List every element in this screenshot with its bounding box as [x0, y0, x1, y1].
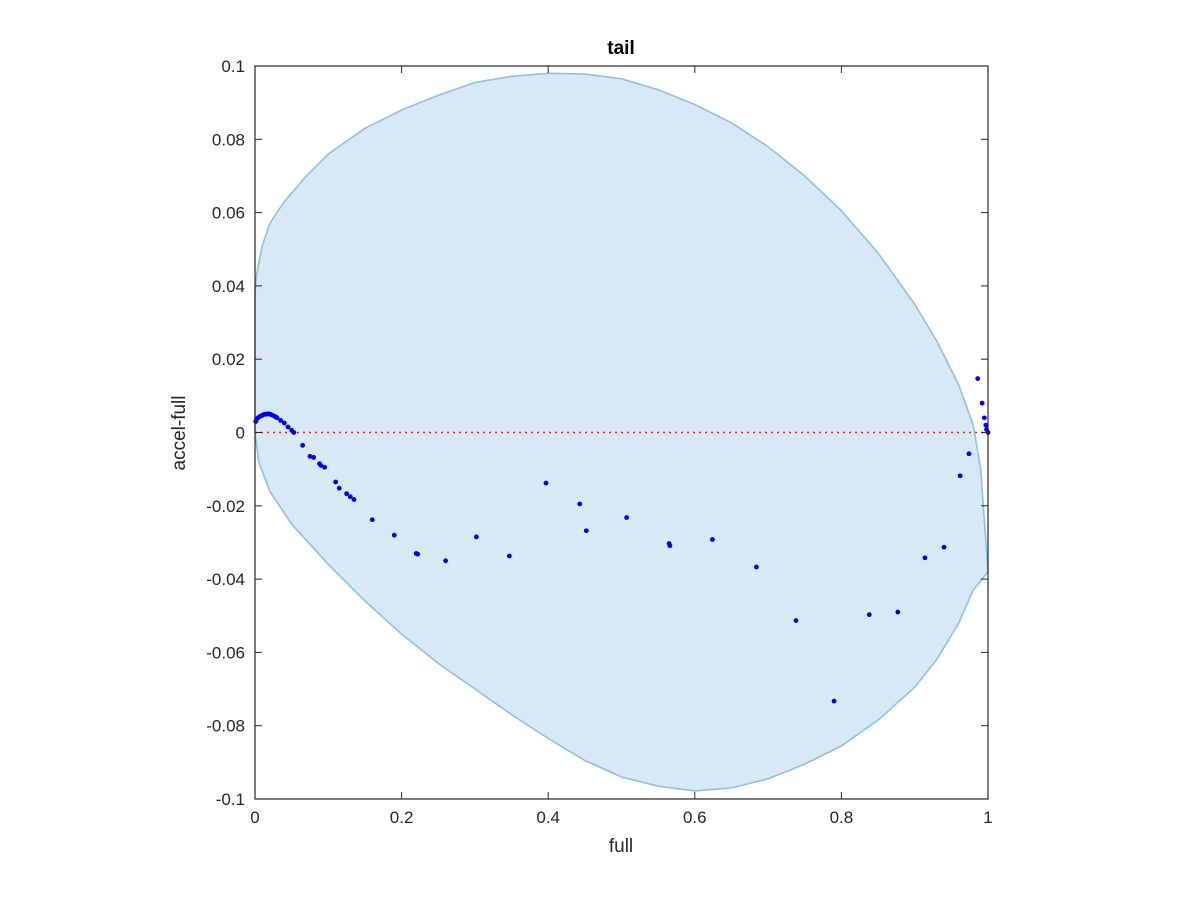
- plot-area: [253, 72, 991, 792]
- y-tick-label: 0.08: [212, 130, 245, 149]
- data-point: [291, 430, 297, 435]
- data-point: [344, 491, 350, 497]
- y-tick-label: -0.1: [216, 790, 245, 809]
- data-point: [281, 420, 287, 426]
- data-point: [369, 517, 375, 523]
- data-point: [577, 501, 583, 507]
- data-point: [753, 564, 759, 570]
- data-point: [975, 376, 981, 382]
- x-tick-label: 1: [983, 808, 992, 827]
- data-point: [285, 424, 291, 430]
- data-point: [322, 464, 328, 470]
- data-point: [793, 618, 799, 623]
- data-point: [922, 555, 928, 561]
- data-point: [473, 534, 479, 540]
- data-point: [347, 494, 353, 500]
- x-axis-label: full: [609, 836, 633, 857]
- x-tick-label: 0.4: [536, 808, 560, 827]
- y-tick-label: 0.04: [212, 277, 245, 296]
- data-point: [831, 698, 837, 704]
- data-point: [391, 532, 397, 538]
- data-point: [957, 473, 963, 479]
- data-point: [667, 543, 673, 549]
- y-tick-label: -0.02: [206, 497, 245, 516]
- y-tick-label: 0.1: [221, 57, 245, 76]
- data-point: [866, 612, 872, 618]
- chart-title: tail: [607, 38, 634, 59]
- y-tick-label: -0.04: [206, 570, 245, 589]
- data-point: [709, 537, 715, 542]
- data-point: [336, 485, 342, 491]
- data-point: [941, 544, 947, 550]
- data-point: [318, 463, 324, 468]
- y-axis-label: accel-full: [169, 396, 190, 471]
- data-point: [506, 553, 512, 559]
- y-tick-label: -0.06: [206, 643, 245, 662]
- data-point: [624, 515, 630, 520]
- data-point: [307, 453, 313, 459]
- data-point: [278, 418, 284, 423]
- y-tick-label: 0: [236, 424, 245, 443]
- y-tick-label: 0.02: [212, 350, 245, 369]
- data-point: [983, 422, 989, 428]
- axes: 0 0.2 0.4 0.6 0.8 1 0.1 0.08 0.06 0.04 0.02 0 -0.02 -…: [206, 57, 992, 827]
- x-tick-label: 0: [250, 808, 259, 827]
- x-tick-label: 0.8: [830, 808, 854, 827]
- data-point: [895, 609, 901, 615]
- data-point: [966, 451, 972, 457]
- data-point: [543, 480, 549, 486]
- data-point: [300, 442, 306, 448]
- data-point: [311, 455, 317, 460]
- data-point: [979, 400, 985, 406]
- data-point: [981, 415, 987, 421]
- data-point: [415, 551, 421, 557]
- data-point: [274, 415, 280, 421]
- x-tick-label: 0.6: [683, 808, 707, 827]
- data-point: [351, 497, 357, 502]
- x-tick-label: 0.2: [390, 808, 414, 827]
- data-point: [583, 528, 589, 534]
- y-tick-label: 0.06: [212, 204, 245, 223]
- data-point: [443, 558, 448, 564]
- data-point: [333, 479, 339, 485]
- y-tick-label: -0.08: [206, 717, 245, 736]
